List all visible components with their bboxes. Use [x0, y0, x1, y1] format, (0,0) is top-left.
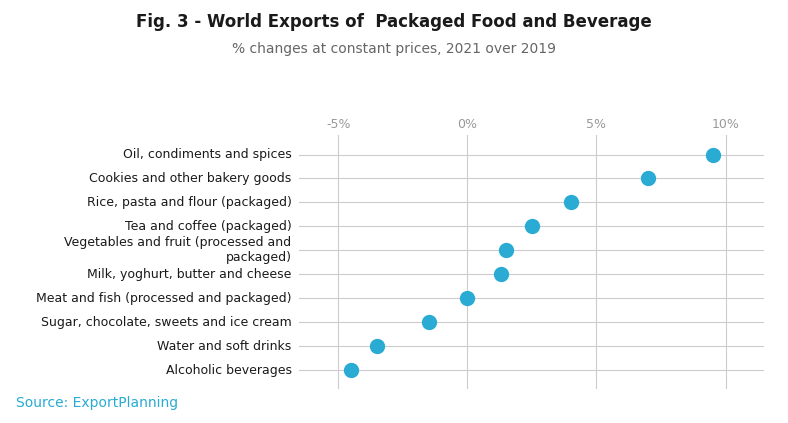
Point — [370, 343, 383, 349]
Point — [526, 223, 538, 230]
Text: Milk, yoghurt, butter and cheese: Milk, yoghurt, butter and cheese — [87, 268, 292, 281]
Text: Water and soft drinks: Water and soft drinks — [158, 340, 292, 352]
Point — [422, 319, 435, 326]
Text: Sugar, chocolate, sweets and ice cream: Sugar, chocolate, sweets and ice cream — [41, 316, 292, 329]
Point — [461, 295, 474, 302]
Text: Cookies and other bakery goods: Cookies and other bakery goods — [89, 172, 292, 185]
Point — [495, 271, 507, 277]
Text: Alcoholic beverages: Alcoholic beverages — [165, 363, 292, 376]
Text: Source: ExportPlanning: Source: ExportPlanning — [16, 396, 178, 410]
Point — [345, 367, 358, 374]
Point — [706, 151, 719, 158]
Text: Vegetables and fruit (processed and
packaged): Vegetables and fruit (processed and pack… — [65, 236, 292, 264]
Text: Tea and coffee (packaged): Tea and coffee (packaged) — [125, 220, 292, 233]
Text: % changes at constant prices, 2021 over 2019: % changes at constant prices, 2021 over … — [232, 42, 556, 56]
Point — [500, 247, 512, 254]
Text: Rice, pasta and flour (packaged): Rice, pasta and flour (packaged) — [87, 196, 292, 209]
Point — [564, 199, 577, 206]
Point — [641, 175, 654, 182]
Text: Fig. 3 - World Exports of  Packaged Food and Beverage: Fig. 3 - World Exports of Packaged Food … — [136, 13, 652, 31]
Text: Meat and fish (processed and packaged): Meat and fish (processed and packaged) — [36, 292, 292, 305]
Text: Oil, condiments and spices: Oil, condiments and spices — [123, 148, 292, 161]
